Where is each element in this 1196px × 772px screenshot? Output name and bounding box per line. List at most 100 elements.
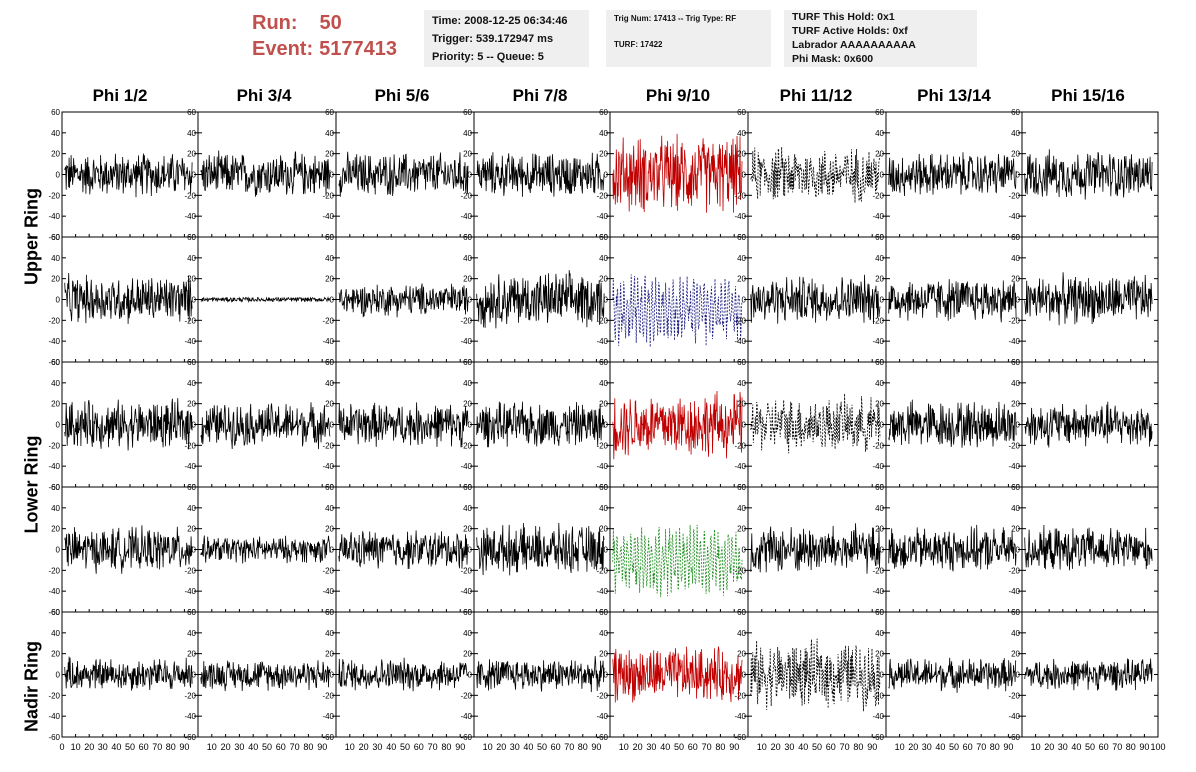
y-tick-label: 60 bbox=[599, 233, 608, 242]
y-tick-label: -60 bbox=[596, 733, 608, 742]
y-tick-label: 0 bbox=[1016, 546, 1021, 555]
y-tick-label: 20 bbox=[599, 400, 608, 409]
y-tick-label: -60 bbox=[1008, 733, 1020, 742]
turf-active-text: TURF Active Holds: 0xf bbox=[792, 25, 908, 37]
y-tick-label: 20 bbox=[187, 650, 196, 659]
y-tick-label: 20 bbox=[875, 525, 884, 534]
y-tick-label: 0 bbox=[56, 296, 61, 305]
y-tick-label: 60 bbox=[737, 483, 746, 492]
x-tick-label: 70 bbox=[1112, 742, 1122, 752]
y-tick-label: -20 bbox=[184, 566, 196, 575]
x-tick-label: 20 bbox=[84, 742, 94, 752]
waveform-trace bbox=[750, 523, 881, 574]
x-tick-label: 60 bbox=[688, 742, 698, 752]
y-tick-label: 0 bbox=[192, 671, 197, 680]
waveform-trace bbox=[200, 535, 331, 564]
x-tick-label: 80 bbox=[303, 742, 313, 752]
x-tick-label: 70 bbox=[840, 742, 850, 752]
y-tick-label: 20 bbox=[599, 150, 608, 159]
y-tick-label: 20 bbox=[325, 150, 334, 159]
x-tick-label: 90 bbox=[1139, 742, 1149, 752]
y-tick-label: 40 bbox=[737, 254, 746, 263]
waveform-trace bbox=[338, 283, 469, 318]
waveform-trace bbox=[612, 524, 743, 598]
y-tick-label: -20 bbox=[48, 316, 60, 325]
waveform-trace bbox=[888, 399, 1017, 448]
turf-text: TURF: 17422 bbox=[614, 40, 663, 49]
x-tick-label: 100 bbox=[1150, 742, 1165, 752]
y-tick-label: 60 bbox=[51, 483, 60, 492]
y-tick-label: 20 bbox=[737, 275, 746, 284]
y-tick-label: -20 bbox=[184, 191, 196, 200]
y-tick-label: 40 bbox=[51, 379, 60, 388]
y-tick-label: 40 bbox=[1011, 629, 1020, 638]
column-header-phi-9-10: Phi 9/10 bbox=[645, 86, 711, 105]
y-tick-label: -40 bbox=[872, 212, 884, 221]
y-tick-label: 40 bbox=[187, 504, 196, 513]
y-tick-label: 60 bbox=[875, 108, 884, 117]
y-tick-label: 20 bbox=[1011, 525, 1020, 534]
y-tick-label: -40 bbox=[184, 462, 196, 471]
y-tick-label: 40 bbox=[875, 629, 884, 638]
y-tick-label: -40 bbox=[460, 587, 472, 596]
y-tick-label: -40 bbox=[872, 462, 884, 471]
y-tick-label: -40 bbox=[184, 587, 196, 596]
y-tick-label: 60 bbox=[187, 608, 196, 617]
x-tick-label: 10 bbox=[207, 742, 217, 752]
x-tick-label: 90 bbox=[729, 742, 739, 752]
y-tick-label: -20 bbox=[872, 566, 884, 575]
x-tick-label: 50 bbox=[674, 742, 684, 752]
x-tick-label: 20 bbox=[908, 742, 918, 752]
y-tick-label: 60 bbox=[463, 483, 472, 492]
y-tick-label: -40 bbox=[460, 337, 472, 346]
y-tick-label: 20 bbox=[737, 150, 746, 159]
y-tick-label: 60 bbox=[599, 483, 608, 492]
y-tick-label: 60 bbox=[737, 608, 746, 617]
x-tick-label: 90 bbox=[179, 742, 189, 752]
y-tick-label: -40 bbox=[48, 712, 60, 721]
y-tick-label: -20 bbox=[322, 441, 334, 450]
x-tick-label: 10 bbox=[345, 742, 355, 752]
x-tick-label: 60 bbox=[139, 742, 149, 752]
phi-mask-text: Phi Mask: 0x600 bbox=[792, 53, 874, 65]
column-header-phi-15-16: Phi 15/16 bbox=[1051, 86, 1125, 105]
y-tick-label: 40 bbox=[599, 629, 608, 638]
y-tick-label: 0 bbox=[742, 421, 747, 430]
y-tick-label: 60 bbox=[1011, 233, 1020, 242]
y-tick-label: -60 bbox=[322, 733, 334, 742]
y-tick-label: -20 bbox=[734, 316, 746, 325]
y-tick-label: 40 bbox=[51, 504, 60, 513]
y-tick-label: 40 bbox=[187, 379, 196, 388]
y-tick-label: -40 bbox=[872, 587, 884, 596]
waveform-trace bbox=[1024, 401, 1153, 448]
y-tick-label: -40 bbox=[460, 712, 472, 721]
x-tick-label: 40 bbox=[248, 742, 258, 752]
y-tick-label: 0 bbox=[330, 421, 335, 430]
waveform-trace bbox=[338, 402, 469, 448]
y-tick-label: 40 bbox=[325, 504, 334, 513]
y-tick-label: 20 bbox=[463, 400, 472, 409]
x-tick-label: 70 bbox=[428, 742, 438, 752]
y-tick-label: 0 bbox=[604, 421, 609, 430]
y-tick-label: -20 bbox=[596, 691, 608, 700]
y-tick-label: 40 bbox=[875, 379, 884, 388]
x-tick-label: 40 bbox=[386, 742, 396, 752]
y-tick-label: 20 bbox=[51, 150, 60, 159]
y-tick-label: 40 bbox=[51, 129, 60, 138]
y-tick-label: -20 bbox=[734, 691, 746, 700]
y-tick-label: 40 bbox=[1011, 254, 1020, 263]
y-tick-label: -60 bbox=[734, 733, 746, 742]
y-tick-label: -20 bbox=[872, 191, 884, 200]
y-tick-label: -40 bbox=[872, 712, 884, 721]
y-tick-label: 0 bbox=[56, 671, 61, 680]
y-tick-label: 40 bbox=[875, 504, 884, 513]
y-tick-label: 40 bbox=[1011, 504, 1020, 513]
